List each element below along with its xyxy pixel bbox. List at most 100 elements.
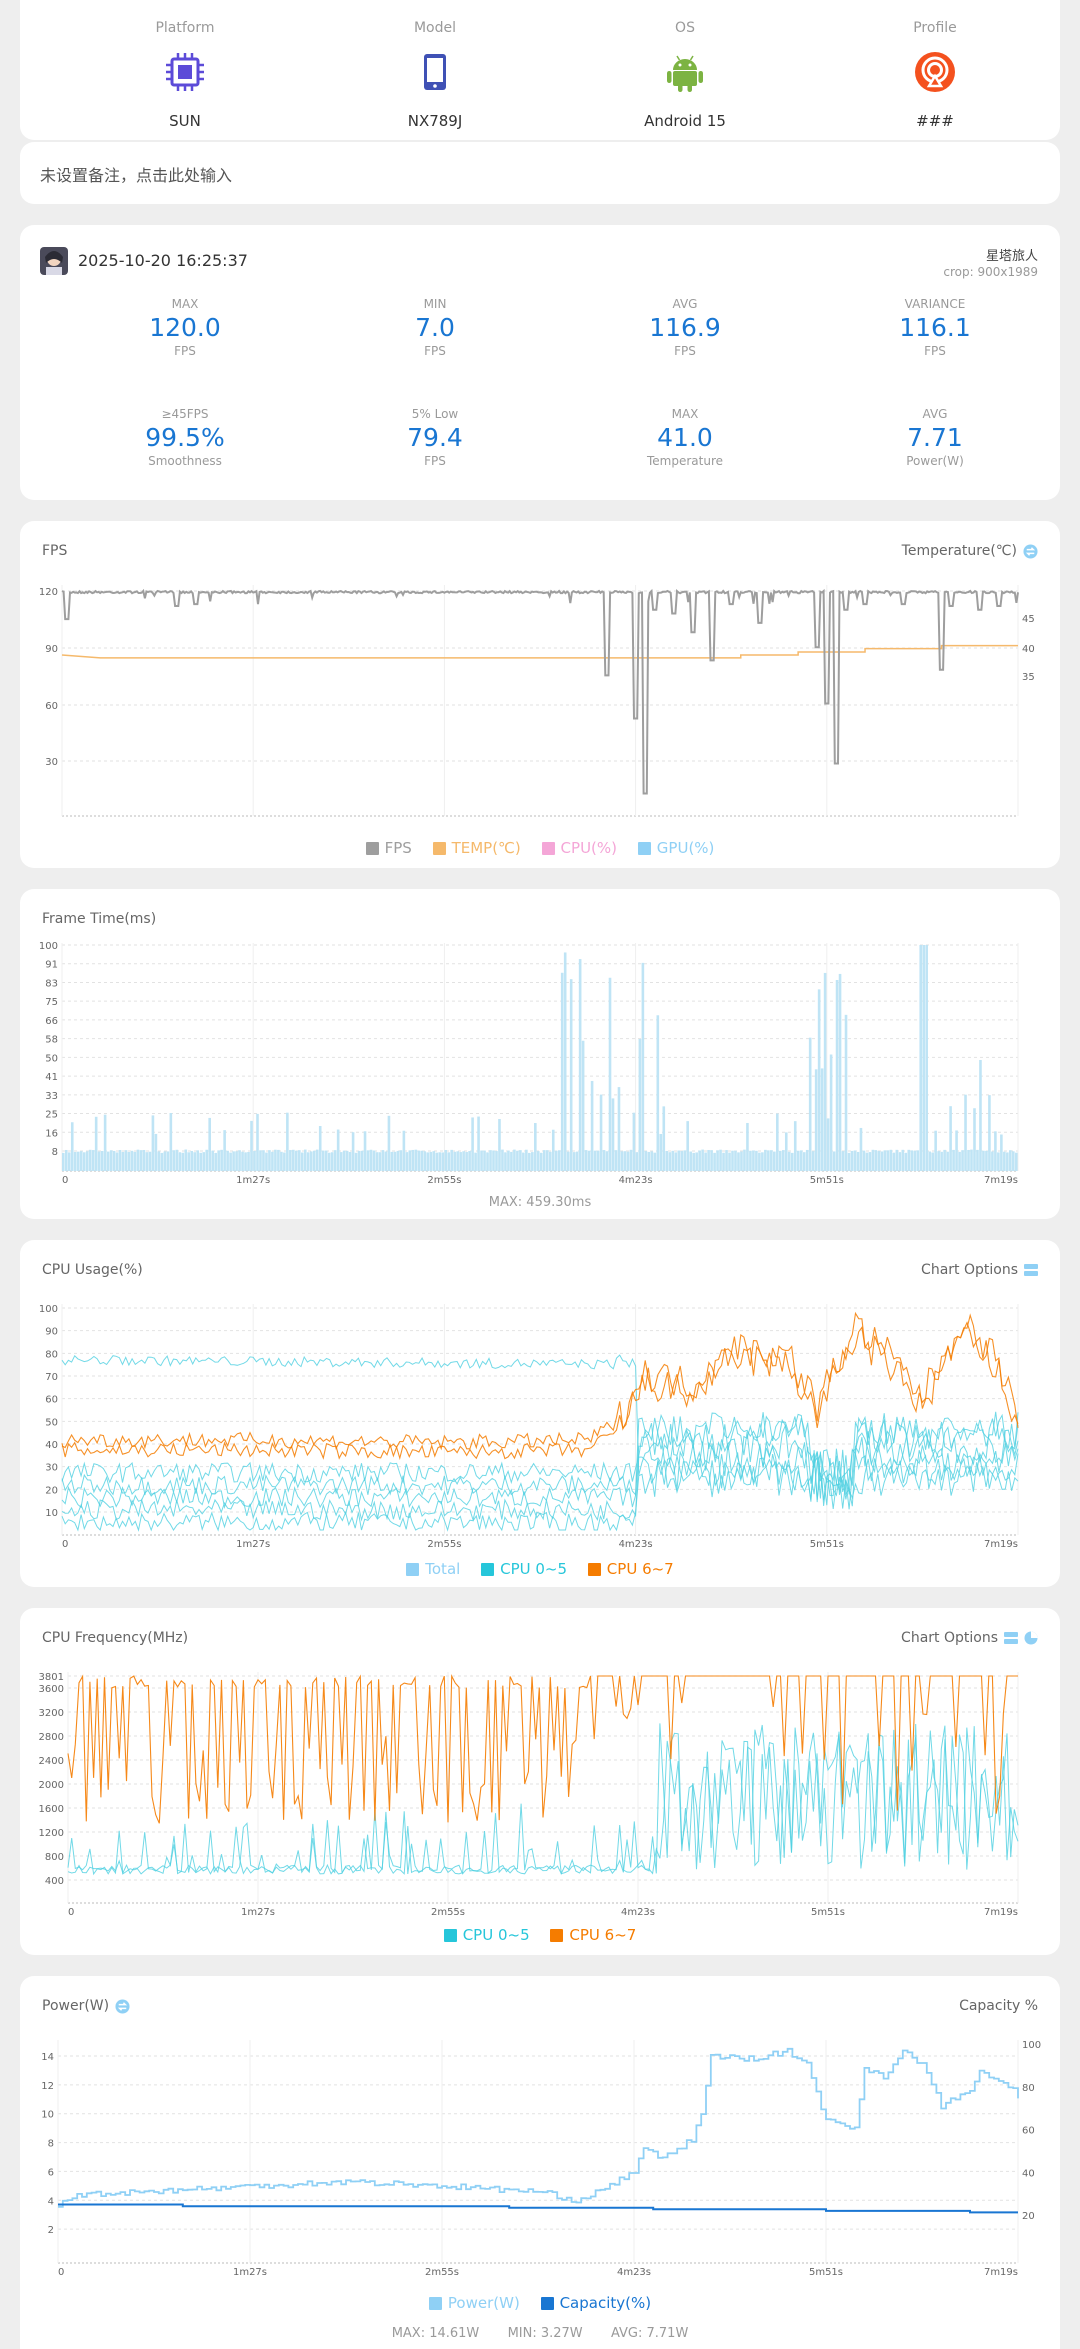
frametime-bar [79, 1151, 83, 1171]
legend-cpu-big[interactable]: CPU 6~7 [550, 1926, 636, 1944]
y-tick-label: 6 [48, 2167, 54, 2178]
frametime-bar [205, 1149, 208, 1171]
frametime-bar [976, 1149, 979, 1171]
legend-power[interactable]: Power(W) [428, 2294, 520, 2312]
note-text: 未设置备注，点击此处输入 [40, 166, 233, 185]
x-tick-label: 4m23s [617, 2267, 651, 2278]
frametime-bar [190, 1150, 194, 1171]
legend-total[interactable]: Total [406, 1560, 460, 1578]
frametime-bar [244, 1152, 247, 1171]
frametime-bar [961, 1150, 964, 1171]
temperature-axis-title[interactable]: Temperature(℃) [902, 543, 1038, 559]
frametime-bar [217, 1150, 220, 1171]
x-tick-label: 5m51s [809, 2267, 843, 2278]
power-title-wrap[interactable]: Power(W) [42, 1998, 130, 2014]
frametime-bar [835, 979, 839, 1171]
frametime-bar [880, 1151, 884, 1171]
x-tick-label: 5m51s [811, 1907, 845, 1918]
note-card[interactable]: 未设置备注，点击此处输入 [20, 142, 1060, 204]
y-tick-label: 3200 [39, 1708, 64, 1719]
cpu-freq-chart-options[interactable]: Chart Options [901, 1630, 1038, 1646]
frametime-bar [557, 1150, 561, 1171]
y-tick-label: 66 [45, 1016, 58, 1027]
frametime-bar [608, 977, 612, 1171]
x-tick-label: 7m19s [984, 1175, 1018, 1186]
stat-value: 99.5% [145, 423, 225, 452]
frametime-bar [109, 1150, 113, 1171]
frametime-bar [483, 1150, 486, 1171]
y-tick-label: 2800 [39, 1732, 64, 1743]
frametime-bar [151, 1115, 155, 1171]
cpu-big-core-line [61, 1311, 1019, 1451]
frametime-bar [916, 1150, 920, 1171]
frametime-bar [309, 1151, 313, 1171]
frametime-bar [638, 1038, 642, 1171]
y-tick-label: 2400 [39, 1756, 64, 1767]
x-tick-label: 2m55s [427, 1175, 461, 1186]
frametime-chart-card: Frame Time(ms) 100 91 83 75 66 58 50 41 33 25 16 8 0… [20, 889, 1060, 1219]
cpu-freq-chart-card: CPU Frequency(MHz) Chart Options 3801 360… [20, 1608, 1060, 1955]
frametime-bar [97, 1151, 101, 1171]
x-tick-label: 1m27s [241, 1907, 275, 1918]
frametime-bar [405, 1152, 409, 1171]
frametime-bar [241, 1151, 244, 1171]
frametime-bar [181, 1152, 185, 1171]
list-icon[interactable] [1004, 1631, 1018, 1645]
frametime-bar [1015, 1152, 1018, 1171]
swap-icon[interactable] [115, 1998, 130, 2014]
frametime-bar [286, 1112, 289, 1171]
legend-cpu-small[interactable]: CPU 0~5 [481, 1560, 567, 1578]
frametime-bar [584, 1150, 588, 1171]
y2-tick-label: 40 [1022, 644, 1035, 655]
pie-chart-icon[interactable] [1024, 1631, 1038, 1645]
legend-cpu-small[interactable]: CPU 0~5 [443, 1926, 530, 1944]
frametime-bar [832, 1151, 836, 1171]
x-tick-label: 5m51s [810, 1175, 844, 1186]
frametime-bar [784, 1132, 788, 1171]
swap-icon[interactable] [1023, 543, 1038, 559]
frametime-bar [701, 1149, 704, 1171]
stat-avg-fps: AVG 116.9 FPS [560, 297, 810, 358]
legend-cpu-big[interactable]: CPU 6~7 [587, 1560, 674, 1578]
stat-value: 116.9 [649, 313, 721, 342]
frametime-bar [964, 1094, 967, 1171]
frametime-bar [982, 1150, 985, 1171]
frametime-bar [796, 1150, 800, 1171]
frametime-bar [713, 1152, 716, 1171]
fps-chart-card: FPS Temperature(℃) 120 90 60 30 45 40 35 0 1m27s… [20, 521, 1060, 868]
fps-chart: 120 90 60 30 45 40 35 0 1m27s 2m55s 4m23s 5m51s 7m19… [39, 585, 1035, 821]
legend-gpu[interactable]: GPU(%) [637, 839, 714, 857]
fps-legend: FPS TEMP(℃) CPU(%) GPU(%) [20, 839, 1060, 859]
frametime-bar [626, 1151, 630, 1171]
frametime-bar [402, 1130, 406, 1171]
frametime-bar [459, 1152, 462, 1171]
frametime-bar [504, 1152, 507, 1171]
frametime-bar [378, 1152, 382, 1171]
frametime-bar [519, 1150, 522, 1171]
legend-temp[interactable]: TEMP(℃) [432, 839, 521, 857]
frametime-bar [749, 1150, 752, 1171]
frametime-bar [850, 1150, 854, 1171]
y-tick-label: 83 [45, 978, 58, 989]
frametime-bar [677, 1150, 681, 1171]
frametime-bar [746, 1122, 749, 1171]
frametime-bar [327, 1152, 331, 1171]
y2-tick-label: 100 [1022, 2040, 1041, 2051]
legend-cpu[interactable]: CPU(%) [541, 839, 617, 857]
frametime-bar [115, 1152, 119, 1171]
legend-fps[interactable]: FPS [365, 839, 412, 857]
frametime-bar [160, 1152, 164, 1171]
os-value: Android 15 [644, 112, 726, 130]
power-series-line [58, 2047, 1019, 2208]
legend-capacity[interactable]: Capacity(%) [540, 2294, 651, 2312]
frametime-bar [551, 1129, 555, 1171]
model-label: Model [413, 20, 457, 36]
cpu-small-core-line [61, 1413, 1019, 1507]
frametime-bar [752, 1150, 755, 1171]
cpu-usage-chart-options[interactable]: Chart Options [921, 1262, 1038, 1278]
profile-info[interactable]: Profile ### [810, 0, 1060, 130]
frametime-bar [381, 1150, 385, 1171]
list-icon[interactable] [1024, 1263, 1038, 1277]
x-tick-label: 4m23s [619, 1175, 653, 1186]
frametime-bar [919, 945, 923, 1171]
